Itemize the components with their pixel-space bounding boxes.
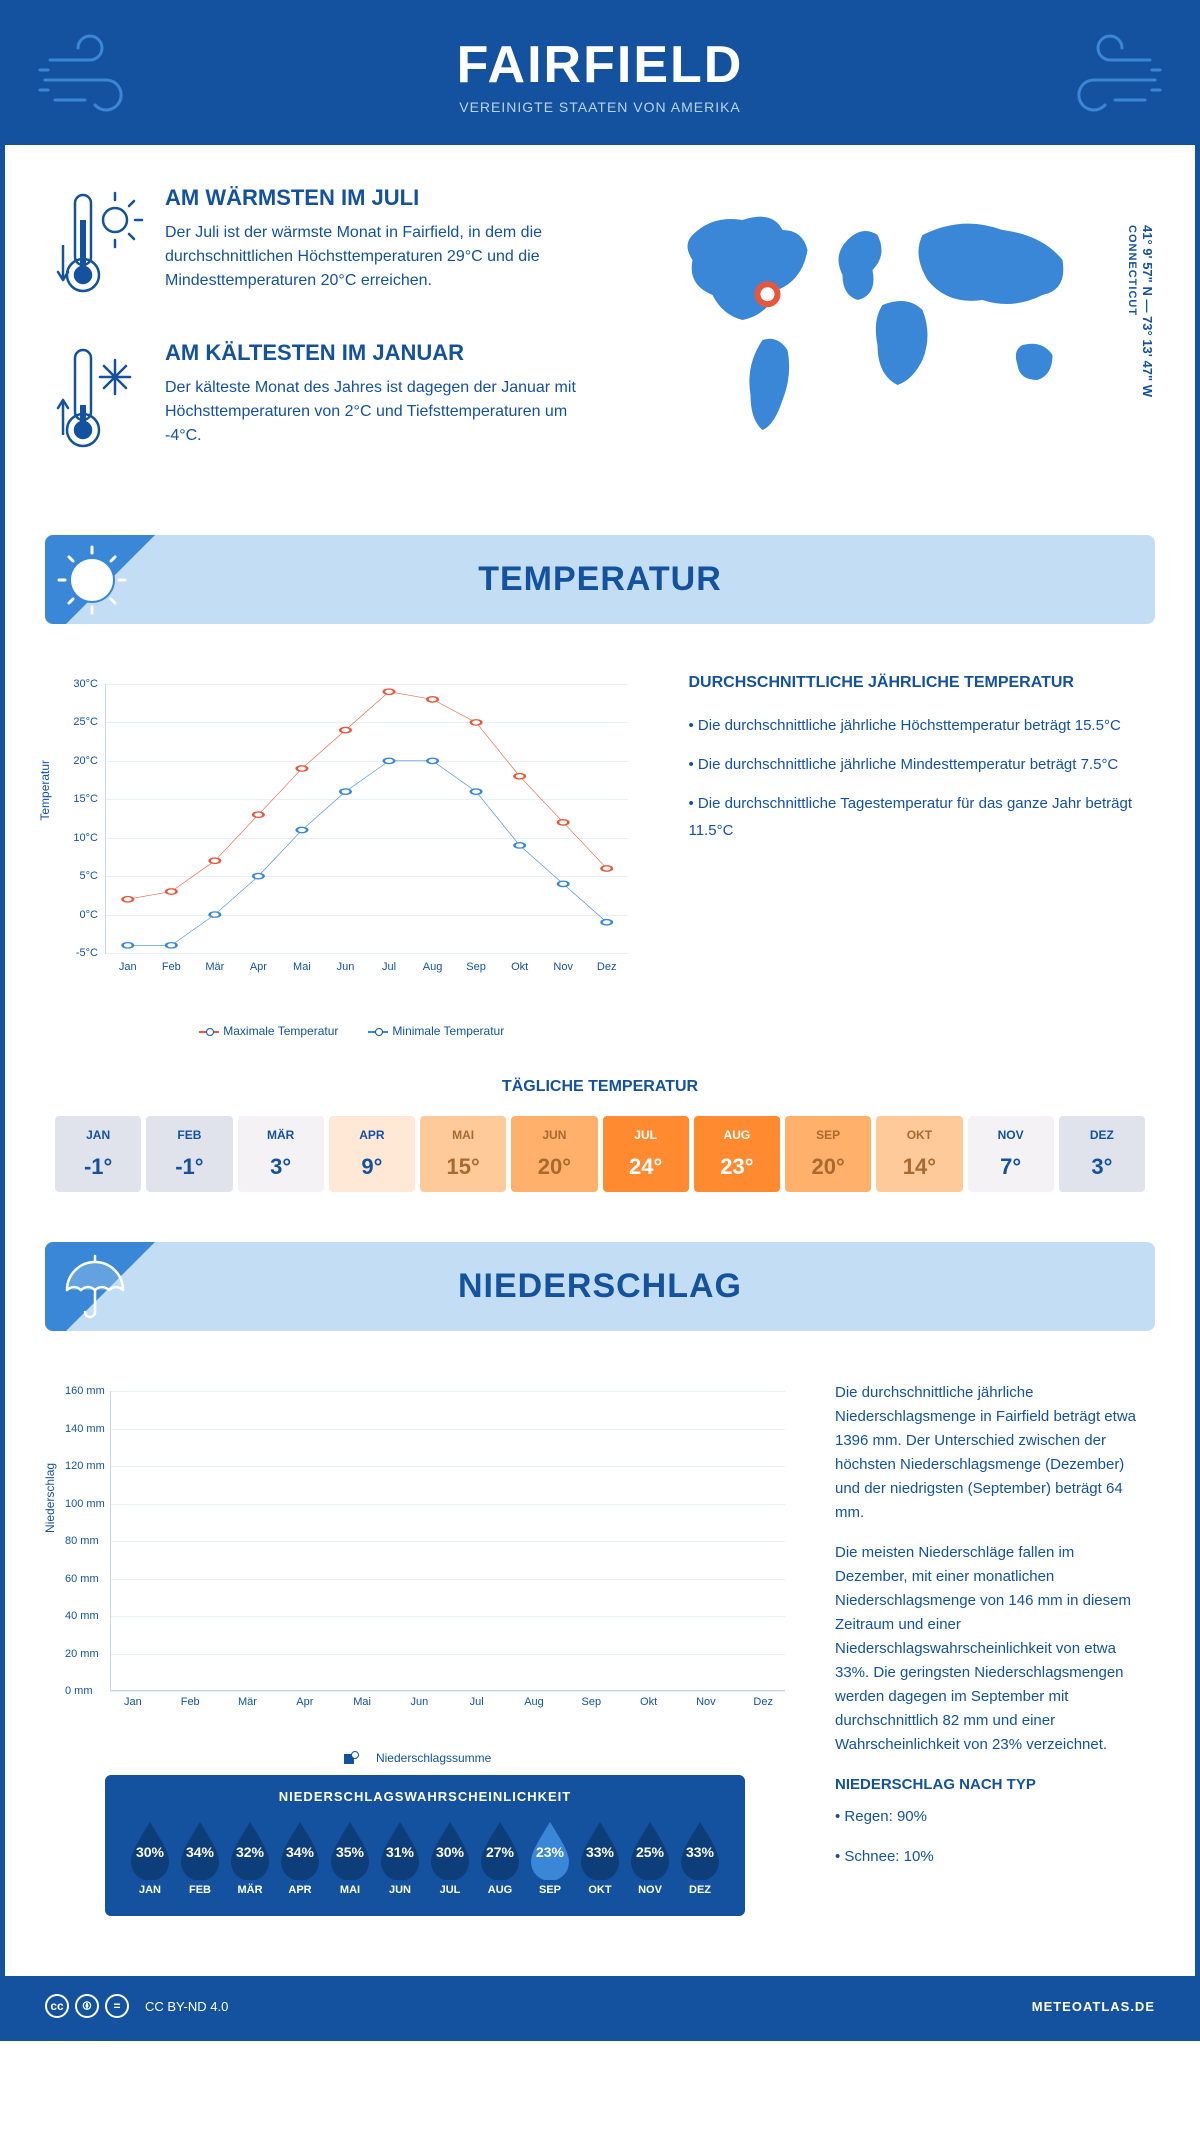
probability-panel: NIEDERSCHLAGSWAHRSCHEINLICHKEIT 30% JAN … bbox=[105, 1775, 745, 1916]
section-title: TEMPERATUR bbox=[70, 560, 1130, 599]
coldest-block: AM KÄLTESTEN IM JANUAR Der kälteste Mona… bbox=[55, 340, 580, 465]
probability-drop: 25% NOV bbox=[625, 1818, 675, 1896]
temp-cell: JUN20° bbox=[511, 1116, 597, 1192]
site-name: METEOATLAS.DE bbox=[1032, 1999, 1155, 2014]
probability-drop: 30% JUL bbox=[425, 1818, 475, 1896]
temperature-line-chart: Temperatur -5°C0°C5°C10°C15°C20°C25°C30°… bbox=[55, 674, 648, 1038]
info-line: • Regen: 90% bbox=[835, 1805, 1145, 1829]
thermometer-cold-icon bbox=[55, 340, 145, 465]
probability-drop: 27% AUG bbox=[475, 1818, 525, 1896]
infographic-frame: FAIRFIELD VEREINIGTE STAATEN VON AMERIKA… bbox=[0, 0, 1200, 2041]
precipitation-section-header: NIEDERSCHLAG bbox=[45, 1242, 1155, 1331]
page-title: FAIRFIELD bbox=[25, 35, 1175, 95]
info-line: • Die durchschnittliche Tagestemperatur … bbox=[688, 790, 1145, 844]
coldest-text: Der kälteste Monat des Jahres ist dagege… bbox=[165, 376, 580, 448]
coldest-title: AM KÄLTESTEN IM JANUAR bbox=[165, 340, 580, 366]
temp-cell: NOV7° bbox=[968, 1116, 1054, 1192]
umbrella-icon bbox=[55, 1250, 130, 1330]
header: FAIRFIELD VEREINIGTE STAATEN VON AMERIKA bbox=[5, 5, 1195, 145]
wind-icon bbox=[1045, 25, 1165, 130]
section-title: NIEDERSCHLAG bbox=[70, 1267, 1130, 1306]
wind-icon bbox=[35, 25, 155, 130]
sun-icon bbox=[55, 543, 130, 623]
temp-cell: JUL24° bbox=[603, 1116, 689, 1192]
probability-drop: 33% OKT bbox=[575, 1818, 625, 1896]
nd-icon: = bbox=[105, 1994, 129, 2018]
info-line: • Schnee: 10% bbox=[835, 1845, 1145, 1869]
temperature-info: DURCHSCHNITTLICHE JÄHRLICHE TEMPERATUR •… bbox=[688, 674, 1145, 1038]
temp-cell: APR9° bbox=[329, 1116, 415, 1192]
footer: cc 🅯 = CC BY-ND 4.0 METEOATLAS.DE bbox=[5, 1976, 1195, 2036]
probability-drop: 30% JAN bbox=[125, 1818, 175, 1896]
precipitation-info: Die durchschnittliche jährliche Niedersc… bbox=[835, 1381, 1145, 1956]
temp-cell: MÄR3° bbox=[238, 1116, 324, 1192]
page-subtitle: VEREINIGTE STAATEN VON AMERIKA bbox=[25, 99, 1175, 115]
probability-drop: 34% FEB bbox=[175, 1818, 225, 1896]
chart-legend: Maximale TemperaturMinimale Temperatur bbox=[55, 1024, 648, 1038]
world-map bbox=[620, 185, 1145, 445]
warmest-text: Der Juli ist der wärmste Monat in Fairfi… bbox=[165, 221, 580, 293]
probability-drop: 32% MÄR bbox=[225, 1818, 275, 1896]
intro-section: AM WÄRMSTEN IM JULI Der Juli ist der wär… bbox=[5, 145, 1195, 525]
temperature-section-header: TEMPERATUR bbox=[45, 535, 1155, 624]
temp-cell: OKT14° bbox=[876, 1116, 962, 1192]
thermometer-hot-icon bbox=[55, 185, 145, 310]
coordinates: 41° 9' 57" N — 73° 13' 47" W CONNECTICUT bbox=[1125, 225, 1155, 397]
temp-cell: JAN-1° bbox=[55, 1116, 141, 1192]
probability-drop: 34% APR bbox=[275, 1818, 325, 1896]
daily-temperature-table: TÄGLICHE TEMPERATUR JAN-1° FEB-1° MÄR3° … bbox=[5, 1058, 1195, 1232]
temp-cell: DEZ3° bbox=[1059, 1116, 1145, 1192]
warmest-block: AM WÄRMSTEN IM JULI Der Juli ist der wär… bbox=[55, 185, 580, 310]
cc-icon: cc bbox=[45, 1994, 69, 2018]
temp-cell: AUG23° bbox=[694, 1116, 780, 1192]
probability-drop: 31% JUN bbox=[375, 1818, 425, 1896]
probability-drop: 23% SEP bbox=[525, 1818, 575, 1896]
chart-legend: Niederschlagssumme bbox=[55, 1751, 795, 1765]
info-line: • Die durchschnittliche jährliche Höchst… bbox=[688, 712, 1145, 739]
probability-drop: 35% MAI bbox=[325, 1818, 375, 1896]
warmest-title: AM WÄRMSTEN IM JULI bbox=[165, 185, 580, 211]
license-badges: cc 🅯 = CC BY-ND 4.0 bbox=[45, 1994, 228, 2018]
by-icon: 🅯 bbox=[75, 1994, 99, 2018]
temp-cell: MAI15° bbox=[420, 1116, 506, 1192]
temp-cell: FEB-1° bbox=[146, 1116, 232, 1192]
info-line: • Die durchschnittliche jährliche Mindes… bbox=[688, 751, 1145, 778]
probability-drop: 33% DEZ bbox=[675, 1818, 725, 1896]
precipitation-bar-chart: Niederschlag 0 mm20 mm40 mm60 mm80 mm100… bbox=[55, 1381, 795, 1741]
temp-cell: SEP20° bbox=[785, 1116, 871, 1192]
